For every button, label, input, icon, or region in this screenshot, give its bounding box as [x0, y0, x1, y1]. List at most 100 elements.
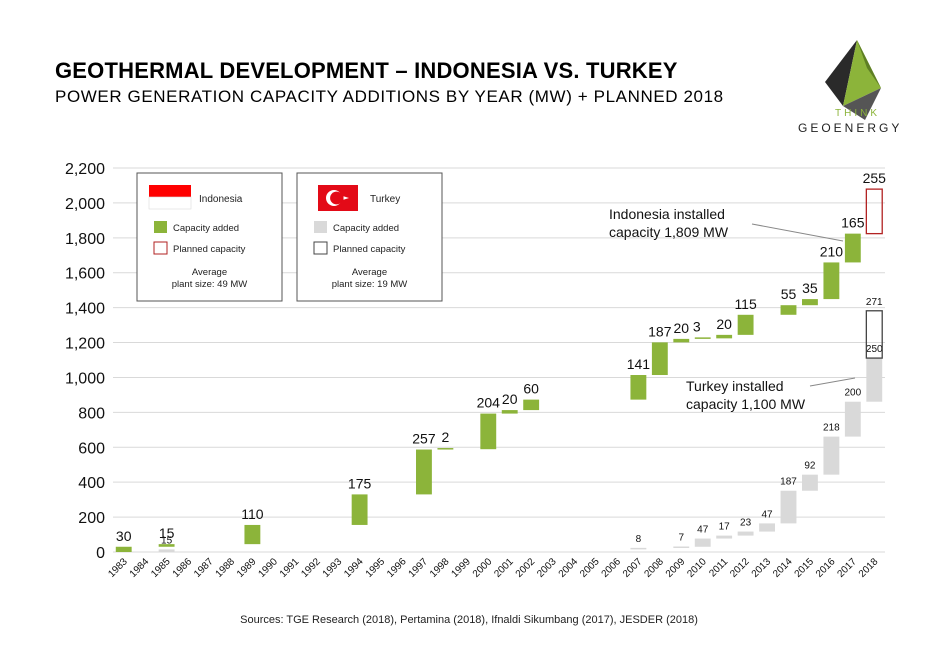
legend-country: Indonesia [199, 194, 243, 205]
chart-title: GEOTHERMAL DEVELOPMENT – INDONESIA VS. T… [55, 58, 678, 83]
logo-mark-icon [825, 40, 881, 120]
x-tick-label: 2008 [642, 556, 666, 580]
legend-added-label: Capacity added [333, 223, 399, 234]
bar-indonesia [437, 448, 454, 450]
x-tick-label: 1997 [407, 556, 431, 580]
bar-turkey [630, 547, 647, 550]
data-label: 175 [348, 475, 372, 491]
data-label: 141 [627, 356, 651, 372]
x-tick-label: 1991 [278, 556, 302, 580]
x-tick-label: 2001 [492, 556, 516, 580]
data-label: 20 [716, 316, 732, 332]
data-label: 8 [636, 534, 642, 545]
x-tick-label: 1983 [106, 556, 130, 580]
x-tick-label: 2004 [557, 556, 581, 580]
x-tick-label: 2011 [707, 556, 730, 579]
bar-indonesia [244, 524, 261, 545]
annotation-indonesia: Indonesia installed [609, 206, 725, 222]
data-label: 30 [116, 528, 132, 544]
y-tick-label: 400 [78, 475, 105, 492]
data-label: 35 [802, 280, 818, 296]
annotation-indonesia: capacity 1,809 MW [609, 224, 729, 240]
bar-indonesia [823, 262, 840, 300]
bar-turkey [694, 538, 711, 547]
bar-indonesia [158, 544, 175, 547]
legend-planned-label: Planned capacity [333, 244, 406, 255]
bar-turkey [158, 549, 175, 552]
x-tick-label: 2013 [750, 556, 774, 580]
y-tick-label: 2,000 [65, 196, 105, 213]
data-label: 60 [523, 381, 539, 397]
bar-indonesia [844, 233, 861, 263]
x-tick-label: 1998 [428, 556, 452, 580]
bar-indonesia [780, 305, 797, 315]
data-label: 23 [740, 518, 752, 529]
x-tick-label: 2010 [685, 556, 709, 580]
turkey-flag-icon [343, 196, 349, 200]
bar-turkey [844, 401, 861, 437]
x-tick-label: 1985 [149, 556, 173, 580]
x-tick-label: 2000 [471, 556, 495, 580]
y-tick-label: 2,200 [65, 161, 105, 178]
x-tick-label: 2018 [857, 556, 881, 580]
data-label: 92 [804, 461, 816, 472]
sources-note: Sources: TGE Research (2018), Pertamina … [240, 614, 698, 626]
data-label: 15 [161, 535, 173, 546]
data-label: 110 [241, 506, 264, 522]
y-tick-label: 1,000 [65, 370, 105, 387]
logo-geoenergy-text: GEOENERGY [798, 121, 903, 135]
data-label: 187 [780, 477, 797, 488]
bar-indonesia [802, 299, 818, 306]
y-tick-label: 0 [96, 545, 105, 562]
x-tick-label: 1984 [128, 556, 152, 580]
data-label: 47 [761, 509, 773, 520]
y-tick-label: 1,800 [65, 231, 105, 248]
bar-indonesia [416, 449, 432, 495]
x-tick-label: 1993 [321, 556, 345, 580]
x-tick-label: 1992 [299, 556, 323, 580]
x-tick-label: 1988 [214, 556, 238, 580]
data-label: 3 [693, 318, 701, 334]
x-tick-label: 1990 [256, 556, 280, 580]
legend-average-label: Average [352, 267, 387, 278]
x-tick-label: 2015 [793, 556, 817, 580]
data-label: 47 [697, 525, 709, 536]
bar-indonesia [737, 314, 754, 335]
legend-added-label: Capacity added [173, 223, 239, 234]
legend-swatch-planned [313, 241, 328, 255]
x-tick-label: 1999 [449, 556, 473, 580]
x-tick-label: 1994 [342, 556, 366, 580]
data-label: 55 [781, 286, 797, 302]
x-tick-label: 1996 [385, 556, 409, 580]
y-tick-label: 800 [78, 405, 105, 422]
y-tick-label: 1,600 [65, 266, 105, 283]
x-tick-label: 2012 [728, 556, 752, 580]
logo-think-text: THINK [835, 108, 880, 119]
x-tick-label: 1989 [235, 556, 259, 580]
x-tick-label: 2014 [771, 556, 795, 580]
bar-indonesia [115, 546, 132, 552]
data-label: 210 [820, 243, 844, 259]
data-label: 257 [412, 431, 436, 447]
legend-swatch-planned [153, 241, 168, 255]
legend-swatch-added [154, 221, 167, 233]
data-label: 115 [734, 296, 757, 312]
bar-turkey [759, 523, 775, 532]
planned-bar-indonesia [865, 188, 883, 235]
data-label: 20 [502, 391, 518, 407]
y-tick-label: 600 [78, 440, 105, 457]
data-label: 2 [441, 429, 449, 445]
x-tick-label: 2003 [535, 556, 559, 580]
data-label: 250 [866, 344, 883, 355]
y-tick-label: 200 [78, 510, 105, 527]
bar-indonesia [694, 337, 711, 339]
bar-turkey [737, 531, 754, 536]
bar-indonesia [673, 338, 690, 343]
data-label: 204 [477, 395, 501, 411]
x-tick-label: 2002 [514, 556, 538, 580]
legend-country: Turkey [370, 194, 400, 205]
bar-turkey [716, 535, 733, 539]
y-tick-label: 1,200 [65, 336, 105, 353]
bar-turkey [802, 474, 818, 491]
